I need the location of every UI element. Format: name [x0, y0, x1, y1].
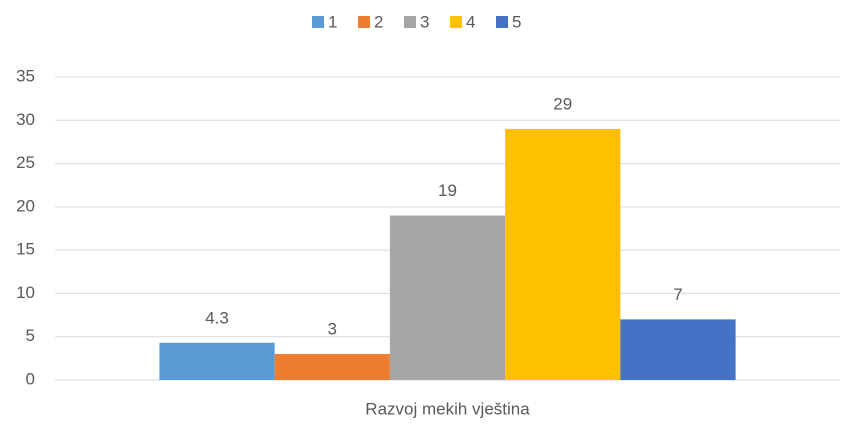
- legend-swatch: [404, 16, 416, 28]
- legend-label: 1: [328, 12, 337, 31]
- legend-swatch: [450, 16, 462, 28]
- legend-swatch: [312, 16, 324, 28]
- data-label: 19: [438, 181, 457, 200]
- legend-label: 5: [512, 12, 521, 31]
- data-label: 29: [553, 94, 572, 113]
- legend-swatch: [496, 16, 508, 28]
- y-tick-label: 25: [16, 153, 35, 172]
- y-tick-label: 0: [26, 369, 35, 388]
- data-label: 7: [673, 285, 682, 304]
- bar: [159, 342, 275, 380]
- x-tick-label: Razvoj mekih vještina: [365, 399, 530, 418]
- legend-label: 2: [374, 12, 383, 31]
- data-label: 4.3: [205, 308, 229, 327]
- legend-label: 4: [466, 12, 475, 31]
- data-label: 3: [328, 320, 337, 339]
- bar: [505, 128, 621, 380]
- bar: [274, 354, 390, 380]
- legend-swatch: [358, 16, 370, 28]
- bar: [620, 319, 736, 380]
- legend-label: 3: [420, 12, 429, 31]
- y-tick-label: 15: [16, 240, 35, 259]
- y-tick-label: 30: [16, 110, 35, 129]
- bar: [389, 215, 506, 380]
- y-tick-label: 10: [16, 283, 35, 302]
- y-tick-label: 5: [26, 326, 35, 345]
- y-tick-label: 35: [16, 66, 35, 85]
- y-tick-label: 20: [16, 196, 35, 215]
